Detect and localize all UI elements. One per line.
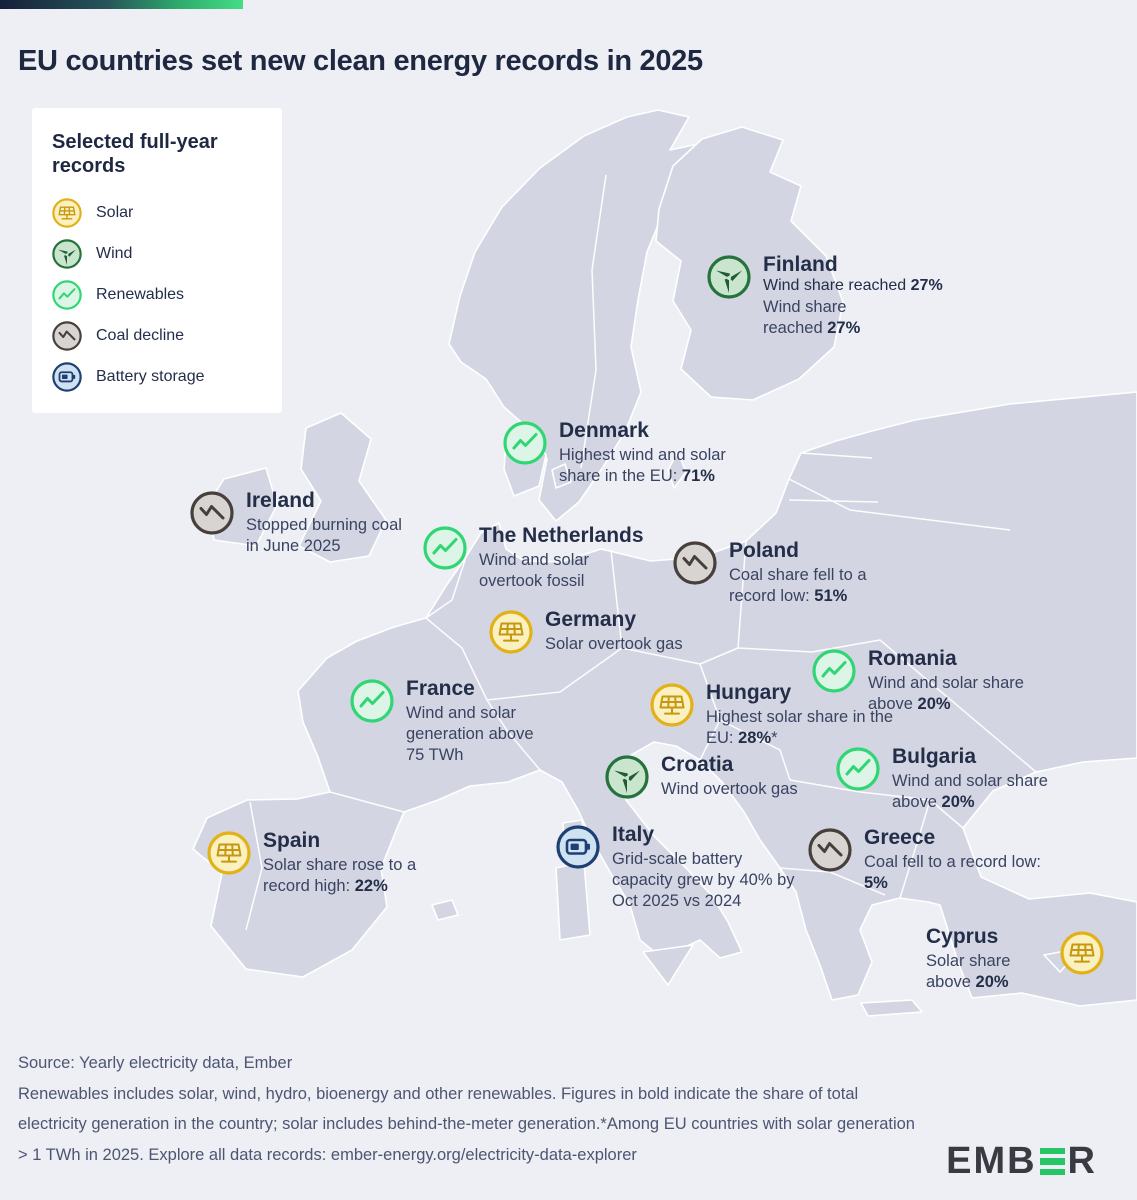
wind-icon: [605, 755, 649, 799]
solar-icon: [650, 683, 694, 727]
country-name: Spain: [263, 829, 321, 852]
battery-storage-icon: [556, 825, 600, 869]
country-record: Wind share reached 27%: [763, 298, 861, 338]
renewables-icon: [423, 526, 467, 570]
country-name: The Netherlands: [479, 524, 644, 547]
annotation-finland: Finland Wind share reached 27% Wind share …: [707, 253, 943, 339]
annotation-germany: Germany Solar overtook gas: [489, 608, 683, 655]
legend-label: Renewables: [96, 285, 185, 303]
wind-icon: [52, 239, 82, 269]
country-name: Poland: [729, 539, 800, 562]
country-name: Italy: [612, 823, 655, 846]
footer: Source: Yearly electricity data, Ember R…: [18, 1048, 923, 1170]
country-record: Solar share rose to a record high: 22%: [263, 856, 417, 896]
renewables-icon: [836, 747, 880, 791]
annotation-romania: Romania Wind and solar share above 20%: [812, 647, 1036, 715]
legend-item-solar: Solar: [52, 197, 262, 229]
legend-label: Solar: [96, 203, 134, 221]
country-name: Ireland: [246, 489, 315, 512]
legend-title: Selected full-year records: [52, 131, 218, 178]
coal-decline-icon: [52, 321, 82, 351]
renewables-icon: [52, 280, 82, 310]
country-record: Stopped burning coal in June 2025: [246, 516, 402, 556]
annotation-spain: Spain Solar share rose to a record high:…: [207, 829, 451, 897]
country-name: Denmark: [559, 419, 649, 442]
logo-text: R: [1067, 1140, 1097, 1182]
logo-text: EMB: [946, 1140, 1037, 1182]
annotation-denmark: Denmark Highest wind and solar share in …: [503, 419, 771, 487]
coal-decline-icon: [808, 828, 852, 872]
country-name: Germany: [545, 608, 637, 631]
coal-decline-icon: [673, 541, 717, 585]
annotation-cyprus: Cyprus Solar share above 20%: [926, 925, 1104, 993]
country-record: Wind overtook gas: [661, 780, 798, 799]
country-record: Highest wind and solar share in the EU: …: [559, 446, 726, 486]
solar-icon: [52, 198, 82, 228]
page-title: EU countries set new clean energy record…: [18, 45, 703, 78]
solar-icon: [489, 610, 533, 654]
country-name: Hungary: [706, 681, 792, 704]
annotation-greece: Greece Coal fell to a record low: 5%: [808, 826, 1052, 894]
legend-label: Wind: [96, 244, 133, 262]
country-record: Wind and solar share above 20%: [892, 772, 1048, 812]
country-record: Grid-scale battery capacity grew by 40% …: [612, 850, 795, 911]
country-name: Finland: [763, 253, 838, 276]
legend-item-wind: Wind: [52, 238, 262, 270]
annotation-poland: Poland Coal share fell to a record low: …: [673, 539, 907, 607]
battery-storage-icon: [52, 362, 82, 392]
wind-icon: [707, 255, 751, 299]
country-record: Wind and solar generation above 75 TWh: [406, 704, 534, 765]
annotation-france: France Wind and solar generation above 7…: [350, 677, 556, 766]
legend-item-battery: Battery storage: [52, 361, 262, 393]
brand-accent-bar: [0, 0, 243, 9]
renewables-icon: [812, 649, 856, 693]
country-record: Wind and solar share above 20%: [868, 674, 1024, 714]
country-record: Solar overtook gas: [545, 635, 683, 654]
country-name: Croatia: [661, 753, 734, 776]
country-record: Coal fell to a record low: 5%: [864, 853, 1041, 893]
country-record: Wind and solar overtook fossil: [479, 551, 590, 591]
country-record: Highest solar share in the EU: 28%*: [706, 708, 894, 748]
source-line: Source: Yearly electricity data, Ember: [18, 1054, 293, 1072]
annotation-netherlands: The Netherlands Wind and solar overtook …: [423, 524, 644, 592]
annotation-hungary: Hungary Highest solar share in the EU: 2…: [650, 681, 898, 749]
annotation-bulgaria: Bulgaria Wind and solar share above 20%: [836, 745, 1070, 813]
solar-icon: [1060, 931, 1104, 975]
country-name: Cyprus: [926, 925, 999, 948]
solar-icon: [207, 831, 251, 875]
country-name: Greece: [864, 826, 936, 849]
legend-label: Coal decline: [96, 326, 185, 344]
logo-green-e-icon: [1039, 1147, 1065, 1176]
country-name: Bulgaria: [892, 745, 977, 768]
ember-logo: EMB R: [946, 1140, 1097, 1183]
legend-card: Selected full-year records Solar Wind Re…: [32, 108, 282, 413]
renewables-icon: [503, 421, 547, 465]
annotation-croatia: Croatia Wind overtook gas: [605, 753, 798, 800]
renewables-icon: [350, 679, 394, 723]
footnote: Renewables includes solar, wind, hydro, …: [18, 1084, 915, 1164]
annotation-ireland: Ireland Stopped burning coal in June 202…: [190, 489, 414, 557]
country-record: Solar share above 20%: [926, 952, 1011, 992]
legend-label: Battery storage: [96, 367, 205, 385]
legend-item-renewables: Renewables: [52, 279, 262, 311]
coal-decline-icon: [190, 491, 234, 535]
legend-item-coal: Coal decline: [52, 320, 262, 352]
country-name: Romania: [868, 647, 957, 670]
country-name: France: [406, 677, 475, 700]
country-record: Coal share fell to a record low: 51%: [729, 566, 867, 606]
annotation-italy: Italy Grid-scale battery capacity grew b…: [556, 823, 800, 912]
